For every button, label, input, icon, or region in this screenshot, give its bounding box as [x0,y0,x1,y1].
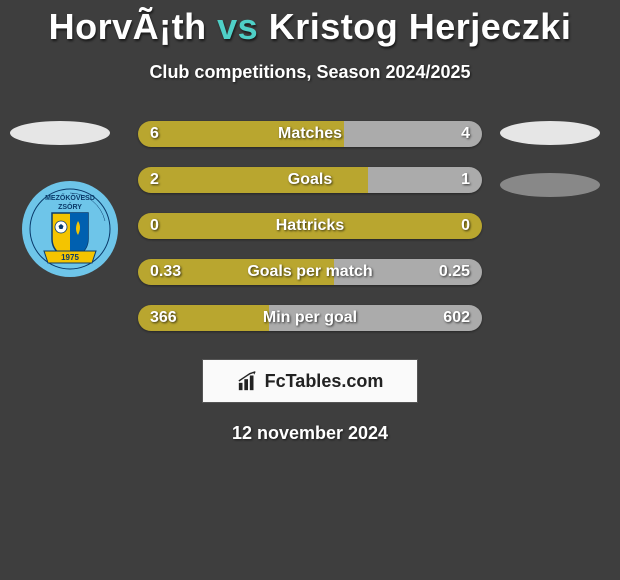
stat-label: Hattricks [138,213,482,239]
title-player2: Kristog Herjeczki [269,6,572,47]
stat-bar: 21Goals [138,167,482,193]
stat-label: Goals per match [138,259,482,285]
player2-badge-placeholder-2 [500,173,600,197]
svg-text:ZSÓRY: ZSÓRY [58,202,82,211]
page-title: HorvÃ¡th vs Kristog Herjeczki [0,0,620,48]
stat-bar: 64Matches [138,121,482,147]
stat-label: Goals [138,167,482,193]
svg-text:1975: 1975 [61,253,79,262]
subtitle: Club competitions, Season 2024/2025 [0,62,620,83]
date-text: 12 november 2024 [0,423,620,444]
brand-text: FcTables.com [265,371,384,392]
stat-label: Min per goal [138,305,482,331]
club-crest: MEZŐKÖVESD ZSÓRY 1975 [20,179,120,279]
stat-bar: 366602Min per goal [138,305,482,331]
stats-bars: 64Matches 21Goals 00Hattricks 0.330.25Goals… [138,121,482,331]
stat-bar: 0.330.25Goals per match [138,259,482,285]
content-area: MEZŐKÖVESD ZSÓRY 1975 64Matches 21Goals 00… [0,121,620,331]
chart-icon [237,370,259,392]
title-vs: vs [217,6,258,47]
svg-text:MEZŐKÖVESD: MEZŐKÖVESD [45,193,95,202]
player1-badge-placeholder [10,121,110,145]
title-player1: HorvÃ¡th [49,6,207,47]
player2-badge-placeholder-1 [500,121,600,145]
brand-box[interactable]: FcTables.com [202,359,418,403]
stat-bar: 00Hattricks [138,213,482,239]
stat-label: Matches [138,121,482,147]
